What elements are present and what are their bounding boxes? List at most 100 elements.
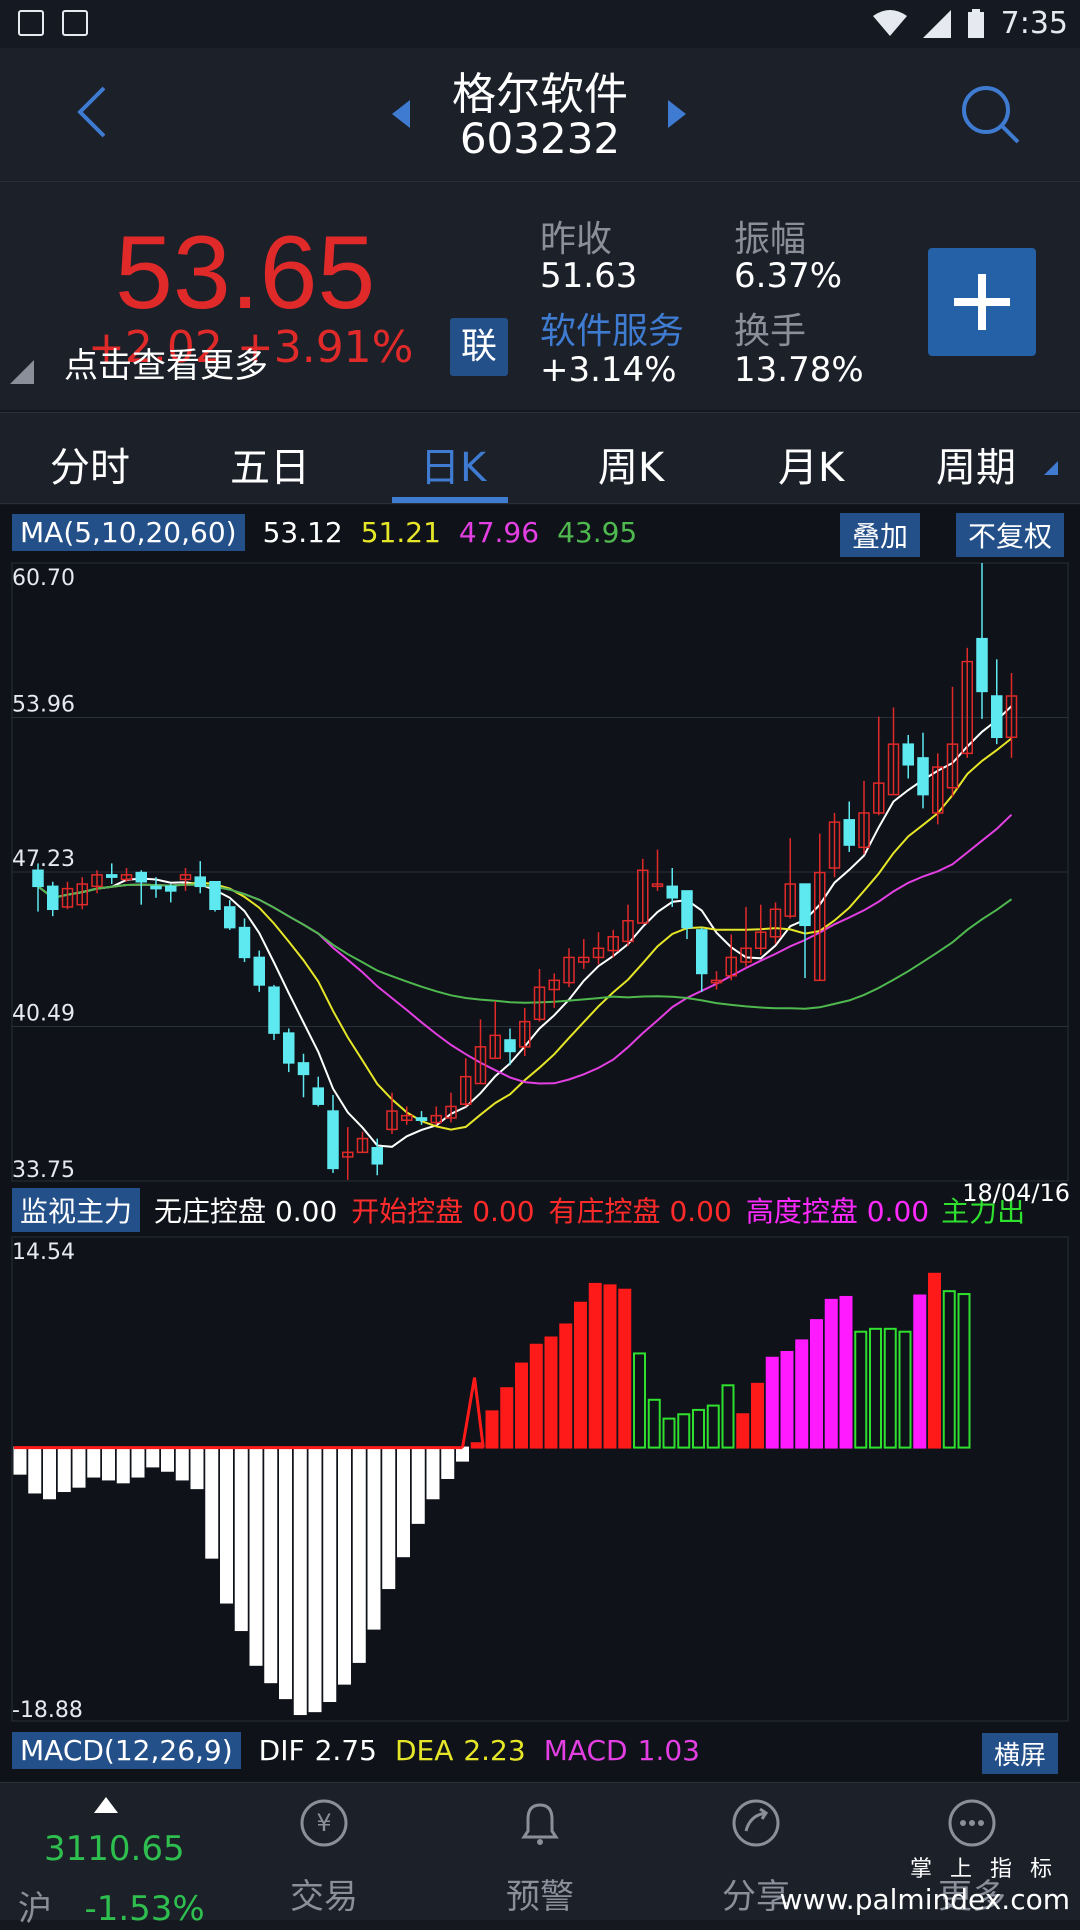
price-tick-label: 40.49: [12, 1002, 75, 1027]
candlestick-chart[interactable]: 60.70 53.96 47.23 40.49 33.75: [0, 555, 1080, 1235]
candle-body: [548, 979, 560, 991]
indicator-bar: [131, 1446, 145, 1478]
indicator-bar: [588, 1282, 602, 1449]
prev-stock-icon[interactable]: [392, 100, 410, 128]
more-info-link[interactable]: 点击查看更多: [64, 346, 268, 386]
index-ticker[interactable]: 3110.65 沪 -1.53%: [0, 1783, 216, 1929]
candle: [179, 867, 192, 891]
indicator-bar: [692, 1408, 705, 1449]
indicator-bar: [810, 1319, 823, 1449]
candle-body: [194, 876, 206, 888]
ma5-value: 53.12: [262, 515, 343, 549]
candle: [622, 904, 634, 946]
chart-area[interactable]: MA(5,10,20,60) 53.12 51.21 47.96 43.95 叠…: [0, 505, 1080, 1785]
landscape-button[interactable]: 横屏: [982, 1733, 1059, 1774]
indicator-bar: [470, 1442, 484, 1449]
monitor-bar-chart[interactable]: 14.54 -18.88: [0, 1235, 1080, 1735]
indicator-bar: [839, 1295, 853, 1449]
overlay-button[interactable]: 叠加: [840, 513, 921, 557]
add-watchlist-button[interactable]: [928, 248, 1036, 356]
nav-alert[interactable]: 预警: [432, 1783, 648, 1921]
indicator-bar: [942, 1290, 956, 1449]
indicator-bar: [146, 1446, 160, 1468]
adjust-button[interactable]: 不复权: [956, 513, 1065, 557]
candle: [873, 716, 885, 816]
nav-more-label: 更多: [938, 1877, 1006, 1917]
tab-five-day[interactable]: 五日: [230, 445, 310, 491]
indicator-bar: [102, 1446, 115, 1481]
candle-body: [342, 1151, 354, 1158]
candle-body: [224, 906, 236, 929]
candle: [666, 867, 678, 907]
candle-body: [799, 883, 811, 927]
next-stock-icon[interactable]: [668, 100, 686, 128]
back-icon[interactable]: [64, 82, 124, 142]
macd-tag[interactable]: MACD(12,26,9): [12, 1731, 241, 1769]
monitor-tag[interactable]: 监视主力: [12, 1188, 141, 1232]
candle: [401, 1106, 413, 1125]
sector-link[interactable]: 软件服务: [540, 311, 685, 352]
candle-body: [563, 956, 575, 984]
tab-period[interactable]: 周期: [936, 445, 1016, 491]
candle-body: [578, 956, 590, 963]
nav-trade[interactable]: ¥ 交易: [216, 1783, 432, 1921]
status-bar: 7:35: [0, 0, 1080, 48]
monitor-legend: 监视主力 无庄控盘 0.00 开始控盘 0.00 有庄控盘 0.00 高度控盘 …: [0, 1179, 1080, 1233]
candle-body: [32, 869, 44, 888]
linked-button[interactable]: 联: [450, 318, 508, 376]
candle-body: [873, 782, 885, 814]
indicator-bar: [603, 1284, 617, 1449]
stock-name: 格尔软件: [452, 69, 628, 120]
nav-more[interactable]: 更多: [864, 1783, 1080, 1921]
indicator-bar: [633, 1352, 646, 1449]
candle: [165, 884, 177, 903]
ma-tag[interactable]: MA(5,10,20,60): [12, 513, 245, 551]
candle: [489, 1000, 501, 1060]
candle-body: [976, 637, 988, 693]
tab-monthly-k[interactable]: 月K: [778, 445, 845, 491]
indicator-bar: [175, 1446, 189, 1481]
indicator-bar: [898, 1330, 912, 1449]
price-tick-label: 33.75: [12, 1158, 75, 1183]
candle-body: [666, 885, 678, 899]
change-value: +2.02: [88, 322, 223, 373]
candle: [946, 686, 959, 797]
indicator-bar: [397, 1446, 410, 1558]
ma60-line: [37, 883, 1013, 1010]
indicator-bar: [647, 1398, 661, 1449]
index-percent: -1.53%: [84, 1889, 205, 1929]
indicator-bar: [426, 1446, 440, 1500]
candle: [312, 1076, 324, 1107]
bottom-nav: 3110.65 沪 -1.53% ¥ 交易 预警 分享 更多 掌上指标 www.…: [0, 1782, 1080, 1929]
candle: [504, 1028, 516, 1066]
search-icon[interactable]: [958, 82, 1022, 146]
monitor-value-1: 0.00: [472, 1195, 535, 1228]
monitor-value-3: 0.00: [866, 1195, 930, 1228]
candle: [637, 858, 649, 924]
tab-intraday[interactable]: 分时: [50, 445, 130, 491]
candle: [209, 880, 221, 912]
price-tick-label: 60.70: [12, 566, 75, 591]
candle: [548, 973, 560, 1008]
candle-body: [327, 1110, 339, 1170]
tab-daily-k[interactable]: 日K: [420, 445, 487, 491]
indicator-bar: [928, 1272, 941, 1449]
candle: [725, 934, 737, 981]
candle-body: [238, 926, 251, 959]
indicator-bar: [323, 1446, 337, 1703]
monitor-label-0: 无庄控盘: [154, 1195, 267, 1228]
nav-share[interactable]: 分享: [648, 1783, 864, 1921]
candle-body: [814, 871, 826, 982]
candle: [253, 950, 265, 992]
macd-value: 1.03: [637, 1733, 700, 1767]
dea-value: 2.23: [463, 1733, 526, 1767]
tab-weekly-k[interactable]: 周K: [598, 445, 665, 491]
share-icon: [732, 1799, 780, 1847]
watermark-line2: www.palmindex.com: [779, 1883, 1070, 1916]
candle: [578, 939, 590, 969]
expand-corner-icon: [10, 360, 34, 384]
candle-body: [622, 919, 634, 943]
candle-body: [297, 1062, 310, 1076]
change-percent: +3.91%: [236, 322, 414, 373]
candle: [135, 870, 147, 905]
